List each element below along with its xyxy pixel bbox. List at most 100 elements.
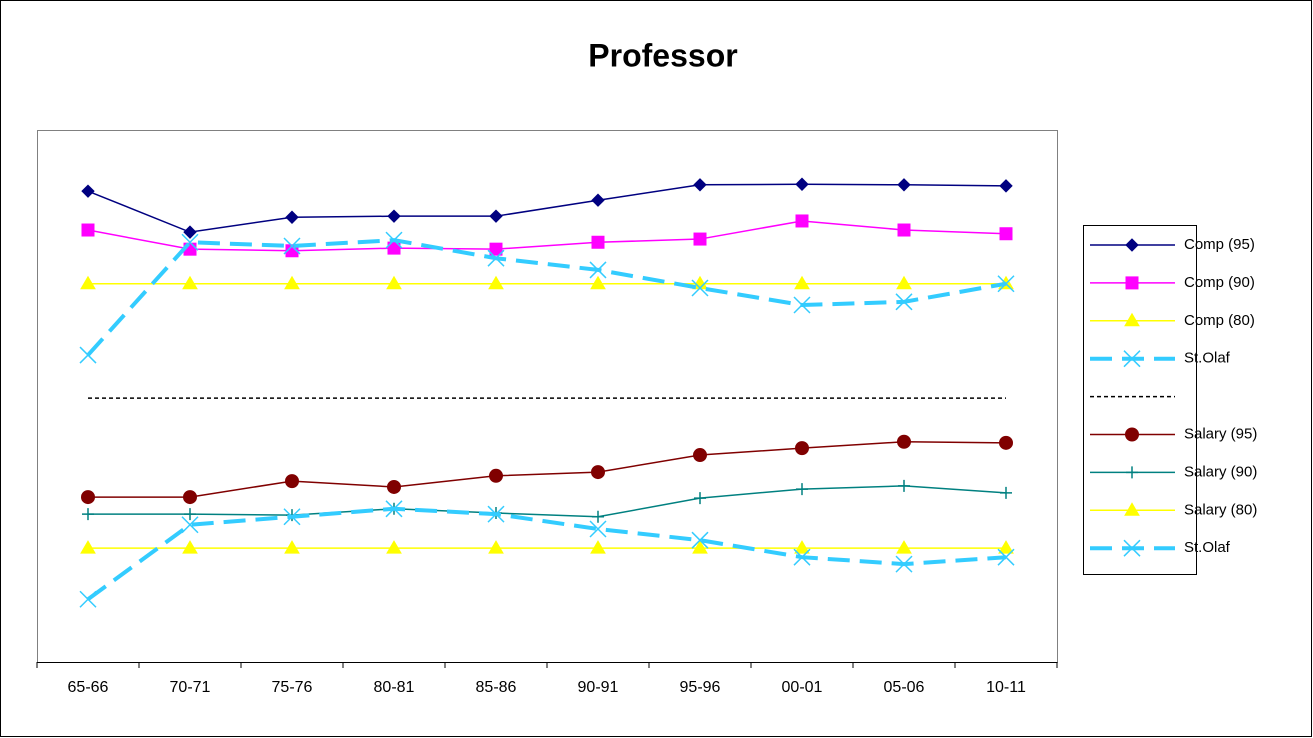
data-point: [487, 249, 505, 267]
data-point: [793, 296, 811, 314]
data-point: [387, 209, 401, 223]
data-point: [693, 178, 707, 192]
data-point: [794, 275, 810, 290]
data-point: [592, 510, 604, 523]
data-point: [488, 275, 504, 290]
data-point: [385, 500, 403, 518]
data-point: [897, 434, 911, 449]
data-point: [181, 233, 199, 251]
data-point: [590, 540, 606, 554]
data-point: [489, 209, 503, 223]
data-point: [591, 193, 605, 207]
data-point: [284, 540, 300, 554]
data-point: [694, 492, 706, 505]
legend-label: Comp (80): [1184, 312, 1255, 329]
data-point: [997, 275, 1015, 293]
legend-marker: [1125, 427, 1139, 442]
data-point: [283, 508, 301, 526]
data-point: [489, 468, 503, 483]
legend-marker: [1123, 350, 1141, 368]
x-tick-label: 90-91: [578, 679, 619, 696]
data-point: [82, 508, 94, 521]
data-point: [999, 179, 1013, 193]
data-point: [795, 214, 809, 228]
data-point: [182, 275, 198, 290]
data-point: [385, 231, 403, 249]
data-point: [897, 223, 911, 237]
data-point: [691, 279, 709, 297]
data-point: [488, 540, 504, 554]
series-line: [86, 506, 1007, 601]
data-point: [693, 232, 707, 246]
legend-marker: [1124, 312, 1140, 327]
series-line: [87, 183, 1007, 233]
data-point: [79, 590, 97, 608]
data-point: [181, 516, 199, 534]
data-point: [793, 548, 811, 566]
legend-marker: [1125, 276, 1139, 290]
x-tick-label: 65-66: [68, 679, 109, 696]
legend-marker: [1124, 502, 1140, 516]
data-point: [999, 435, 1013, 450]
series-line: [87, 220, 1007, 252]
data-point: [1000, 486, 1012, 499]
data-point: [283, 237, 301, 255]
x-tick-label: 70-71: [170, 679, 211, 696]
data-point: [183, 490, 197, 505]
data-point: [81, 223, 95, 237]
data-point: [487, 505, 505, 523]
x-tick-label: 85-86: [476, 679, 517, 696]
data-point: [796, 483, 808, 496]
data-point: [998, 540, 1014, 554]
data-point: [284, 275, 300, 290]
data-point: [81, 490, 95, 505]
legend-label: Salary (80): [1184, 501, 1257, 518]
legend: [1083, 225, 1197, 575]
data-point: [81, 184, 95, 198]
data-point: [895, 293, 913, 311]
data-point: [285, 210, 299, 224]
data-point: [997, 548, 1015, 566]
legend-marker: [1126, 466, 1138, 479]
data-point: [896, 540, 912, 554]
data-point: [692, 540, 708, 554]
legend-label: Salary (95): [1184, 425, 1257, 442]
data-point: [693, 448, 707, 463]
data-point: [387, 479, 401, 494]
data-point: [795, 441, 809, 456]
chart-title: Professor: [588, 37, 737, 73]
x-tick-label: 95-96: [680, 679, 721, 696]
series-line: [88, 441, 1007, 498]
data-point: [285, 474, 299, 489]
legend-label: St.Olaf: [1184, 539, 1231, 556]
data-point: [794, 540, 810, 554]
data-point: [182, 540, 198, 554]
data-point: [386, 275, 402, 290]
data-point: [897, 178, 911, 192]
legend-marker: [1125, 238, 1139, 252]
data-point: [589, 261, 607, 279]
data-point: [80, 540, 96, 554]
data-point: [591, 235, 605, 249]
series-line: [88, 485, 1007, 518]
data-point: [590, 275, 606, 290]
data-point: [898, 479, 910, 492]
legend-label: Comp (95): [1184, 236, 1255, 253]
data-point: [591, 465, 605, 480]
x-tick-label: 00-01: [782, 679, 823, 696]
data-point: [795, 177, 809, 191]
x-tick-label: 10-11: [986, 679, 1026, 696]
x-tick-label: 75-76: [272, 679, 313, 696]
data-point: [183, 225, 197, 239]
series-line: [86, 238, 1007, 357]
data-point: [184, 508, 196, 521]
data-point: [386, 540, 402, 554]
x-tick-label: 05-06: [884, 679, 925, 696]
data-point: [896, 275, 912, 290]
plot-area: [37, 130, 1058, 663]
legend-marker: [1123, 539, 1141, 557]
legend-label: Salary (90): [1184, 463, 1257, 480]
data-point: [489, 242, 503, 256]
data-point: [999, 227, 1013, 241]
